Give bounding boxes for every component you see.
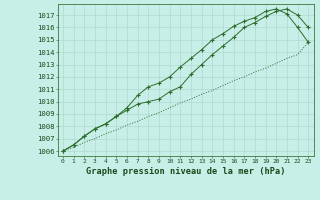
X-axis label: Graphe pression niveau de la mer (hPa): Graphe pression niveau de la mer (hPa) (86, 167, 285, 176)
